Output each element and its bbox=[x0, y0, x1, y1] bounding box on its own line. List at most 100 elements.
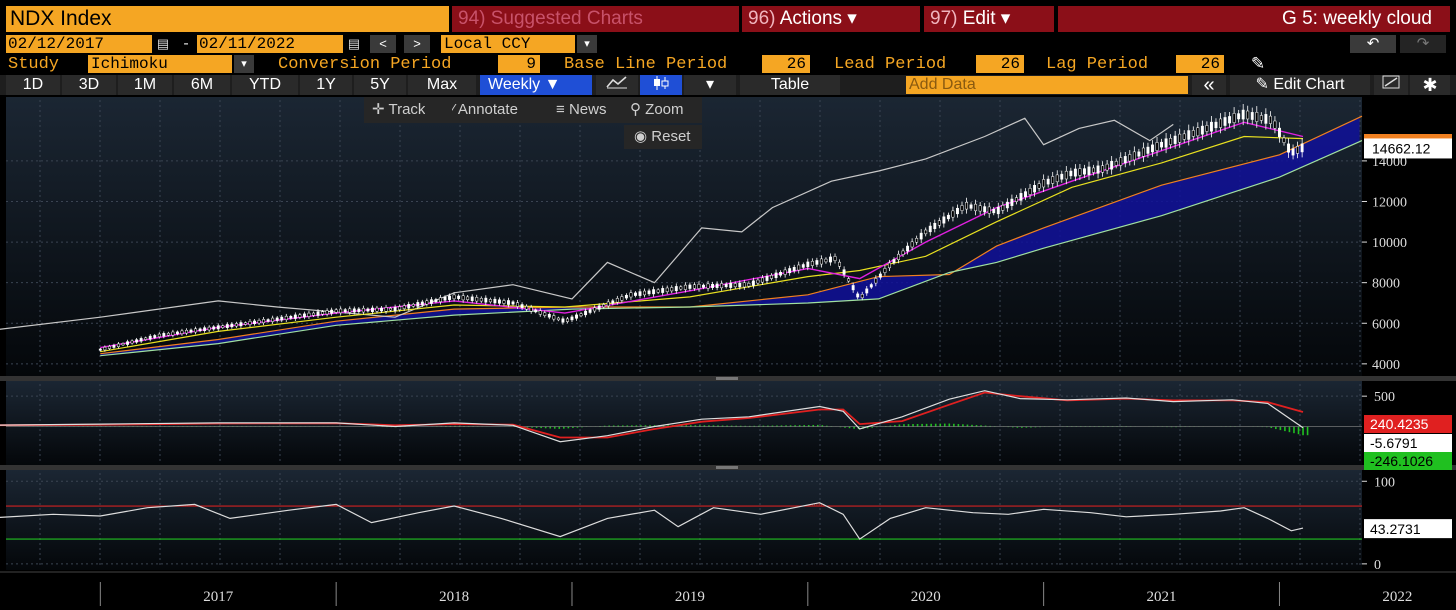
candle-body bbox=[906, 245, 910, 252]
news-tool[interactable]: ≡ News bbox=[556, 97, 606, 123]
candle-body bbox=[992, 209, 996, 214]
macd-last-value-tag bbox=[1364, 415, 1452, 433]
candle-body bbox=[819, 258, 823, 265]
gear-icon[interactable]: ✱ bbox=[1410, 75, 1450, 95]
chart-type-dropdown[interactable]: ▾ bbox=[684, 75, 736, 95]
period-button-1m[interactable]: 1M bbox=[118, 75, 172, 95]
candlestick-icon[interactable] bbox=[640, 75, 682, 95]
x-tick-label: 2022 bbox=[1382, 589, 1412, 605]
edit-menu[interactable]: 97) Edit ▾ bbox=[924, 6, 1054, 32]
series-line-macd bbox=[0, 390, 1304, 443]
next-period-button[interactable]: > bbox=[404, 35, 430, 53]
calendar-icon[interactable]: ▤ bbox=[156, 36, 170, 51]
lead-period-input[interactable]: 26 bbox=[976, 55, 1024, 73]
candle-body bbox=[457, 295, 461, 299]
candle-body bbox=[411, 303, 415, 307]
candle-body bbox=[1064, 170, 1068, 180]
candle-body bbox=[139, 338, 143, 342]
start-date-input[interactable]: 02/12/2017 bbox=[6, 35, 152, 53]
candle-body bbox=[1255, 112, 1259, 122]
candle-body bbox=[289, 316, 293, 319]
candle-body bbox=[1219, 118, 1222, 128]
suggested-charts-menu[interactable]: 94) Suggested Charts bbox=[452, 6, 739, 32]
candle-body bbox=[135, 339, 139, 343]
candle-body bbox=[770, 275, 773, 279]
series-line-lead-a bbox=[100, 115, 1363, 355]
candle-body bbox=[883, 268, 887, 273]
candle-body bbox=[130, 340, 134, 344]
previous-period-button[interactable]: < bbox=[370, 35, 396, 53]
collapse-icon[interactable]: « bbox=[1192, 75, 1226, 95]
candle-body bbox=[928, 225, 932, 233]
candle-body bbox=[470, 296, 474, 301]
conversion-period-input[interactable]: 9 bbox=[498, 55, 540, 73]
line-chart-icon[interactable] bbox=[596, 75, 638, 95]
candle-body bbox=[448, 295, 451, 300]
calendar-icon[interactable]: ▤ bbox=[347, 36, 361, 51]
study-select[interactable]: Ichimoku bbox=[88, 55, 232, 73]
actions-menu[interactable]: 96) Actions ▾ bbox=[742, 6, 920, 32]
period-button-max[interactable]: Max bbox=[408, 75, 476, 95]
candle-body bbox=[253, 320, 256, 324]
candle-body bbox=[1223, 117, 1227, 126]
annotate-tool[interactable]: ⁄ Annotate bbox=[452, 97, 518, 123]
candle-body bbox=[271, 317, 275, 322]
candle-body bbox=[692, 284, 696, 289]
candle-body bbox=[1268, 115, 1272, 124]
reset-button[interactable]: ◉ Reset bbox=[624, 125, 702, 149]
chevron-down-icon[interactable]: ▾ bbox=[577, 35, 597, 53]
candle-body bbox=[570, 316, 574, 321]
chart-settings-icon[interactable] bbox=[1374, 75, 1408, 95]
frequency-select[interactable]: Weekly ▼ bbox=[480, 75, 592, 95]
candle-body bbox=[792, 267, 796, 272]
candle-body bbox=[892, 259, 896, 263]
redo-icon[interactable]: ↷ bbox=[1400, 35, 1446, 53]
rsi-panel-background bbox=[6, 470, 1362, 570]
lag-period-input[interactable]: 26 bbox=[1176, 55, 1224, 73]
candle-body bbox=[398, 306, 402, 310]
candle-body bbox=[738, 282, 742, 288]
period-button-1y[interactable]: 1Y bbox=[300, 75, 352, 95]
candle-body bbox=[1119, 157, 1123, 166]
period-button-5y[interactable]: 5Y bbox=[354, 75, 406, 95]
chevron-down-icon[interactable]: ▾ bbox=[234, 55, 254, 73]
base-line-period-input[interactable]: 26 bbox=[762, 55, 810, 73]
period-button-3d[interactable]: 3D bbox=[62, 75, 116, 95]
radio-icon: ◉ bbox=[634, 128, 648, 145]
pen-icon[interactable]: ✎ bbox=[1250, 54, 1266, 73]
candle-body bbox=[638, 291, 642, 296]
candle-body bbox=[620, 296, 624, 301]
candle-body bbox=[425, 300, 429, 305]
zoom-tool[interactable]: ⚲ Zoom bbox=[630, 97, 684, 123]
security-ticker-field[interactable]: NDX Index bbox=[6, 6, 449, 32]
edit-chart-button[interactable]: ✎ Edit Chart bbox=[1230, 75, 1370, 95]
plot-layer bbox=[0, 103, 1363, 540]
news-label: News bbox=[568, 101, 607, 118]
undo-icon[interactable]: ↶ bbox=[1350, 35, 1396, 53]
candle-body bbox=[1191, 130, 1195, 137]
candle-body bbox=[810, 260, 814, 266]
candle-body bbox=[1014, 197, 1018, 202]
period-button-1d[interactable]: 1D bbox=[6, 75, 60, 95]
candle-body bbox=[747, 283, 751, 287]
track-tool[interactable]: ✛ Track bbox=[372, 97, 425, 123]
candle-body bbox=[1141, 147, 1145, 157]
period-button-ytd[interactable]: YTD bbox=[232, 75, 298, 95]
candle-body bbox=[987, 206, 991, 214]
add-data-input[interactable]: Add Data bbox=[906, 76, 1188, 94]
panel-resize-handle[interactable] bbox=[716, 377, 738, 380]
period-button-6m[interactable]: 6M bbox=[174, 75, 230, 95]
panel-resize-handle[interactable] bbox=[716, 466, 738, 469]
candle-body bbox=[824, 258, 828, 263]
candle-body bbox=[1042, 179, 1046, 188]
y-tick-label: 14000 bbox=[1372, 155, 1407, 170]
end-date-input[interactable]: 02/11/2022 bbox=[197, 35, 343, 53]
annotate-icon: ⁄ bbox=[452, 101, 455, 118]
x-tick-label: 2017 bbox=[203, 589, 234, 605]
candle-body bbox=[166, 332, 170, 336]
candle-body bbox=[833, 256, 837, 261]
currency-select[interactable]: Local CCY bbox=[441, 35, 575, 53]
table-button[interactable]: Table bbox=[740, 75, 840, 95]
candle-body bbox=[1178, 133, 1182, 143]
